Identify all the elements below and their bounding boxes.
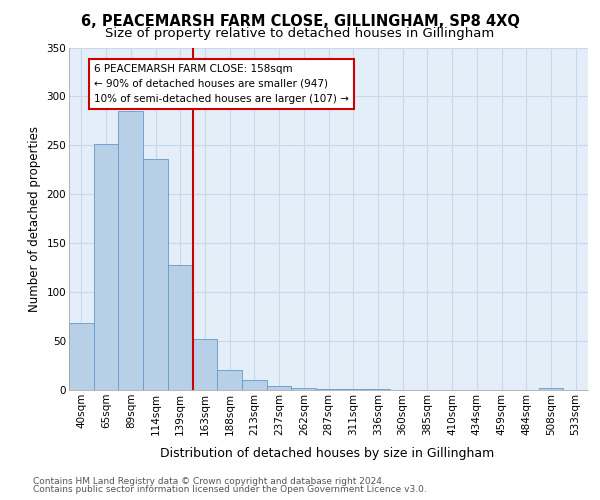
Bar	[316, 389, 341, 390]
Bar	[193, 339, 217, 390]
Text: Contains public sector information licensed under the Open Government Licence v3: Contains public sector information licen…	[33, 485, 427, 494]
Text: Distribution of detached houses by size in Gillingham: Distribution of detached houses by size …	[160, 447, 494, 460]
Bar	[292, 388, 316, 390]
Bar	[267, 386, 292, 390]
Bar	[94, 144, 118, 390]
Text: Contains HM Land Registry data © Crown copyright and database right 2024.: Contains HM Land Registry data © Crown c…	[33, 477, 385, 486]
Text: Size of property relative to detached houses in Gillingham: Size of property relative to detached ho…	[106, 28, 494, 40]
Bar	[242, 380, 267, 390]
Bar	[365, 389, 390, 390]
Text: 6, PEACEMARSH FARM CLOSE, GILLINGHAM, SP8 4XQ: 6, PEACEMARSH FARM CLOSE, GILLINGHAM, SP…	[80, 14, 520, 29]
Bar	[217, 370, 242, 390]
Bar	[539, 388, 563, 390]
Bar	[143, 159, 168, 390]
Bar	[341, 389, 365, 390]
Y-axis label: Number of detached properties: Number of detached properties	[28, 126, 41, 312]
Text: 6 PEACEMARSH FARM CLOSE: 158sqm
← 90% of detached houses are smaller (947)
10% o: 6 PEACEMARSH FARM CLOSE: 158sqm ← 90% of…	[94, 64, 349, 104]
Bar	[118, 111, 143, 390]
Bar	[168, 264, 193, 390]
Bar	[69, 324, 94, 390]
